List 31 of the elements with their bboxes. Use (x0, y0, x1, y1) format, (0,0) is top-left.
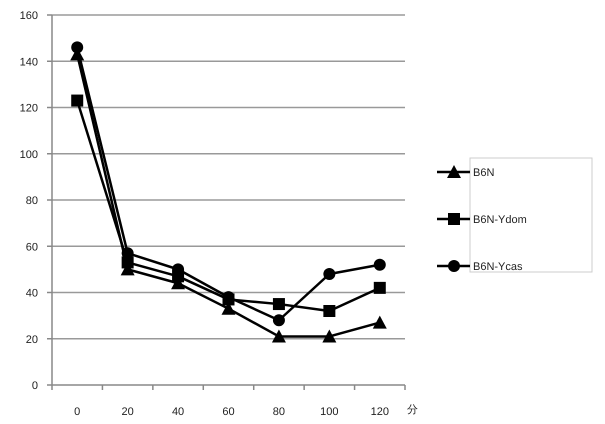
y-tick-label: 60 (26, 241, 38, 254)
x-tick-label: 60 (222, 406, 235, 418)
x-tick-label: 120 (370, 406, 389, 418)
y-tick-label: 20 (26, 334, 38, 346)
x-tick-label: 20 (122, 406, 134, 418)
point (272, 298, 285, 310)
y-tick-label: 80 (26, 195, 38, 207)
y-tick-label: 140 (20, 56, 38, 68)
y-tick-label: 0 (32, 380, 38, 392)
point (374, 258, 386, 271)
legend-label: B6N-Ycas (473, 261, 524, 273)
point (323, 268, 336, 280)
legend-label: B6N (473, 167, 494, 179)
x-tick-label: 100 (320, 406, 339, 418)
point (323, 305, 336, 317)
point (374, 282, 386, 294)
point (71, 41, 84, 54)
point (372, 316, 387, 329)
x-axis-title: 分 (407, 404, 418, 416)
point (272, 329, 286, 342)
x-tick-label: 40 (172, 406, 184, 418)
y-tick-label: 120 (20, 102, 38, 114)
x-tick-label: 0 (74, 406, 80, 418)
x-tick-label: 80 (272, 406, 286, 418)
y-tick-label: 40 (26, 288, 38, 300)
point (71, 94, 84, 107)
y-tick-label: 100 (20, 148, 38, 161)
point (322, 329, 336, 342)
y-tick-label: 160 (20, 10, 38, 22)
point (272, 314, 285, 326)
legend-label: B6N-Ydom (473, 214, 527, 226)
